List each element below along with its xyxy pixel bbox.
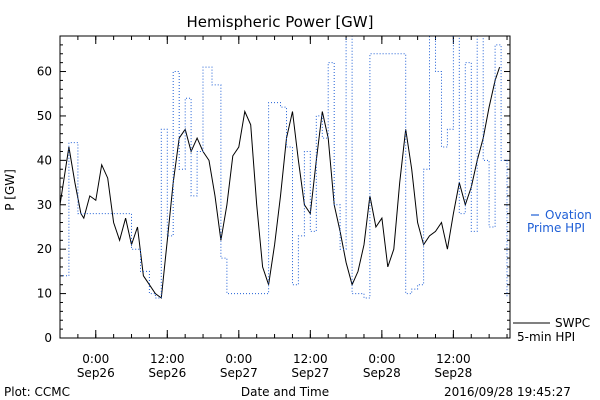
chart-title: Hemispheric Power [GW] [187,13,374,31]
y-tick-label: 50 [37,109,52,123]
x-tick-label-date: Sep27 [291,366,329,380]
x-tick-label-date: Sep28 [434,366,472,380]
legend-label-ovation-line1: Ovation [545,208,592,222]
series-line-swpc [59,66,501,299]
plot-frame [59,35,511,339]
x-tick-label-time: 12:00 [150,352,185,366]
plot-timestamp: 2016/09/28 19:45:27 [444,385,571,399]
series-line-ovation-prime [60,35,508,299]
x-axis: 0:00Sep2612:00Sep260:00Sep2712:00Sep270:… [59,36,508,380]
y-tick-label: 0 [44,331,52,345]
y-axis-label: P [GW] [3,169,17,211]
y-tick-label: 40 [37,153,52,167]
x-tick-label-date: Sep26 [148,366,186,380]
x-tick-label-time: 12:00 [436,352,471,366]
series-layer [59,35,508,299]
plot-credit: Plot: CCMC [4,385,70,399]
x-tick-label-time: 0:00 [225,352,252,366]
x-tick-label-date: Sep26 [77,366,115,380]
y-tick-label: 30 [37,198,52,212]
x-tick-label-time: 0:00 [368,352,395,366]
y-tick-label: 20 [37,242,52,256]
x-tick-label-date: Sep28 [363,366,401,380]
legend-label-ovation-line2: Prime HPI [527,221,585,235]
legend-label-swpc-line1: SWPC [555,316,590,330]
x-tick-label-date: Sep27 [220,366,258,380]
legend-label-swpc-line2: 5-min HPI [517,330,575,344]
x-tick-label-time: 12:00 [293,352,328,366]
x-tick-label-time: 0:00 [82,352,109,366]
y-tick-label: 60 [37,65,52,79]
y-tick-label: 10 [37,287,52,301]
y-axis: 0 10 20 30 40 50 60 [37,35,510,345]
x-axis-label: Date and Time [241,385,329,399]
